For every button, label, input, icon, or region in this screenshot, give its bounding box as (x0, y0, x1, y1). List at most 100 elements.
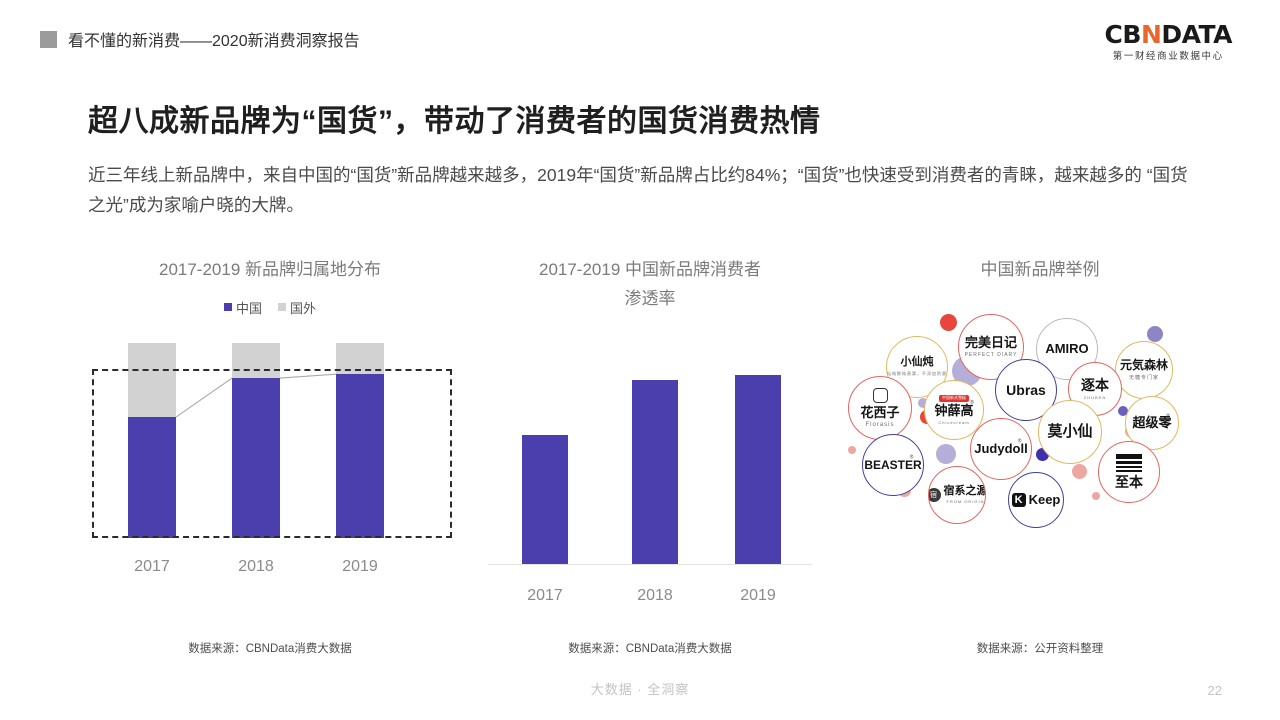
chart-penetration-plot: 2017 2018 2019 (480, 355, 820, 623)
brand-text-wrap: 宿系之源 FROM ORIGIN (943, 484, 986, 505)
brand-name-cn: Judydoll (974, 441, 1028, 457)
stacked-bar-2017 (128, 343, 176, 538)
decorative-dot-2 (1147, 326, 1163, 342)
penetration-axis-label-2017: 2017 (527, 587, 563, 604)
panel-brands-source: 数据来源：公开资料整理 (976, 643, 1104, 655)
brand-bubble-花西子[interactable]: 花西子 Florasis (848, 376, 912, 440)
stacked-bar-2018 (232, 343, 280, 538)
legend-label-foreign: 国外 (290, 300, 317, 316)
cbndata-logo: CBNDATA 第一财经商业数据中心 (1104, 20, 1233, 62)
penetration-axis-label-2018: 2018 (637, 587, 673, 604)
brand-name-en: FROM ORIGIN (946, 499, 985, 505)
registered-mark-icon: ® (1166, 413, 1171, 420)
footer-tagline: 大数据 · 全洞察 (590, 682, 690, 697)
brand-name-cn: 元気森林 (1119, 358, 1168, 373)
brand-name-en: PERFECT DIARY (964, 351, 1018, 358)
brand-bubble-元気森林[interactable]: 元気森林 无糖专门家 (1115, 341, 1173, 399)
brand-bubble-钟薛高[interactable]: 中国新式雪糕 钟薛高 Chicecream ® (924, 380, 984, 440)
brand-name-cn: 完美日记 (964, 335, 1017, 351)
brand-bubble-至本[interactable]: 至本 (1098, 441, 1160, 503)
bar-segment-foreign-2018 (232, 343, 280, 379)
brand-bubble-超级零[interactable]: 超级零 ® (1125, 396, 1179, 450)
brand-name-en: 无糖专门家 (1128, 374, 1159, 381)
legend-label-china: 中国 (235, 300, 262, 316)
brand-name-cn: 超级零 (1132, 415, 1172, 431)
brand-bubble-Judydoll[interactable]: Judydoll ® (970, 418, 1032, 480)
chart-consumer-penetration: 2017 2018 2019 (480, 325, 820, 625)
axis-label-2017: 2017 (134, 558, 170, 575)
penetration-axis-label-2019: 2019 (740, 587, 776, 604)
panel-penetration-title-line1: 2017-2019 中国新品牌消费者 (538, 260, 762, 279)
brand-bar-stack-icon (1116, 454, 1142, 473)
bar-segment-china-2017 (128, 417, 176, 538)
registered-mark-icon: ® (909, 454, 914, 461)
registered-mark-icon: ® (1017, 438, 1022, 445)
decorative-dot-3 (918, 398, 928, 408)
chart-origin-legend: 中国 国外 (60, 296, 480, 318)
chart-origin-plot: 2017 2018 2019 (60, 326, 480, 594)
header-report-title: 看不懂的新消费——2020新消费洞察报告 (68, 33, 360, 50)
brand-name-cn: 小仙炖 (900, 356, 934, 369)
panel-brands-title: 中国新品牌举例 (980, 260, 1100, 279)
bar-segment-china-2019 (336, 374, 384, 538)
slide-header: 看不懂的新消费——2020新消费洞察报告 (40, 27, 360, 51)
decorative-dot-13 (1092, 492, 1100, 500)
penetration-bar-2018 (632, 379, 678, 564)
bar-segment-foreign-2019 (336, 343, 384, 375)
brand-tag-pill: 中国新式雪糕 (939, 395, 969, 403)
brand-name-cn: Keep (1028, 492, 1061, 508)
brand-name-cn: BEASTER (864, 457, 922, 472)
panel-origin-title: 2017-2019 新品牌归属地分布 (158, 260, 382, 279)
brand-name-cn: 花西子 (860, 405, 900, 421)
brand-bubble-BEASTER[interactable]: BEASTER ® (862, 434, 924, 496)
panel-penetration-title-line2: 渗透率 (624, 289, 676, 308)
logo-wordmark: CBNDATA (1104, 20, 1233, 49)
brand-bubble-Keep[interactable]: K Keep (1008, 472, 1064, 528)
brand-monogram-icon (872, 388, 888, 404)
logo-word-part1: CB (1104, 20, 1142, 49)
legend-item-china: 中国 (223, 298, 262, 317)
axis-label-2018: 2018 (238, 558, 274, 575)
brand-bubble-莫小仙[interactable]: 莫小仙 (1038, 400, 1102, 464)
axis-label-2019: 2019 (342, 558, 378, 575)
brand-text-wrap: Keep (1029, 493, 1061, 507)
decorative-dot-11 (1072, 464, 1087, 479)
logo-word-accent: N (1140, 20, 1162, 49)
logo-subtitle: 第一财经商业数据中心 (1112, 51, 1224, 62)
panel-origin-source: 数据来源：CBNData消费大数据 (188, 643, 352, 655)
decorative-dot-8 (936, 444, 956, 464)
brand-name-en: Florasis (865, 421, 895, 428)
decorative-dot-10 (848, 446, 856, 454)
chart-brand-origin: 中国 国外 2017 2018 2019 (60, 296, 480, 596)
decorative-dot-6 (1118, 406, 1128, 416)
panel-brand-origin: 2017-2019 新品牌归属地分布 中国 国外 2017 2018 2019 数据… (60, 255, 480, 655)
brand-name-cn: 逐本 (1081, 377, 1109, 394)
brand-bubble-宿系之源[interactable]: 宿宿系之源 FROM ORIGIN (928, 466, 986, 524)
brand-logo-row: 宿宿系之源 FROM ORIGIN (929, 484, 986, 505)
penetration-bar-2019 (735, 375, 781, 564)
brand-seal-icon: 宿 (929, 487, 941, 502)
legend-swatch-foreign (278, 303, 286, 311)
brand-name-cn: AMIRO (1045, 341, 1089, 357)
registered-mark-icon: ® (970, 399, 974, 406)
brand-name-cn: 宿系之源 (943, 484, 986, 497)
panel-penetration-source: 数据来源：CBNData消费大数据 (568, 643, 732, 655)
decorative-dot-0 (940, 314, 957, 331)
page-subtitle: 近三年线上新品牌中，来自中国的“国货”新品牌越来越多，2019年“国货”新品牌占… (88, 165, 1188, 215)
brand-logo-row: K Keep (1011, 493, 1061, 507)
stacked-bar-2019 (336, 343, 384, 538)
legend-swatch-china (223, 303, 232, 311)
brand-name-en: ZHUBEN (1083, 394, 1107, 400)
page-title: 超八成新品牌为“国货”，带动了消费者的国货消费热情 (88, 105, 821, 138)
origin-trend-line (175, 373, 337, 418)
header-bullet-square (40, 30, 57, 48)
chart-penetration-baseline (488, 564, 812, 565)
brand-name-cn: Ubras (1006, 381, 1046, 398)
keep-mark-icon: K (1011, 493, 1026, 507)
brand-name-cn: 莫小仙 (1047, 423, 1093, 441)
bar-segment-china-2018 (232, 378, 280, 538)
page-number: 22 (1207, 683, 1222, 698)
logo-word-part2: DATA (1161, 20, 1232, 49)
